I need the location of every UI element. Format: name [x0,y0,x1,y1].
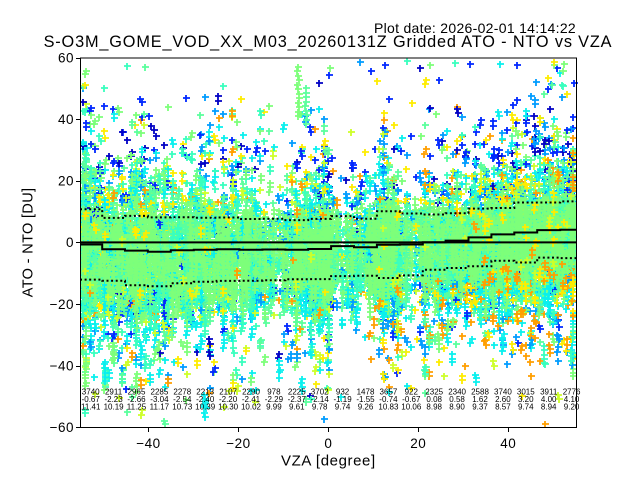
svg-text:11.17: 11.17 [150,403,170,412]
svg-text:-2.20: -2.20 [219,395,238,404]
svg-text:9.61: 9.61 [289,403,305,412]
svg-text:-0.67: -0.67 [82,395,101,404]
svg-text:20: 20 [58,174,74,189]
svg-text:10.02: 10.02 [241,403,262,412]
svg-text:4.10: 4.10 [564,395,580,404]
svg-text:0: 0 [66,235,74,250]
svg-text:60: 60 [58,50,74,65]
svg-text:978: 978 [267,388,281,397]
svg-text:2965: 2965 [128,388,146,397]
svg-text:-1.19: -1.19 [333,395,352,404]
svg-text:8.90: 8.90 [449,403,465,412]
svg-text:2225: 2225 [288,388,306,397]
svg-text:2776: 2776 [563,388,581,397]
svg-text:2213: 2213 [196,388,214,397]
svg-text:3.20: 3.20 [518,395,534,404]
svg-text:9.37: 9.37 [472,403,488,412]
svg-text:-2.41: -2.41 [242,395,261,404]
svg-text:VZA [degree]: VZA [degree] [281,453,376,470]
svg-text:3911: 3911 [540,388,558,397]
svg-text:2911: 2911 [105,388,123,397]
svg-text:−40: −40 [136,436,160,451]
svg-text:-0.67: -0.67 [402,395,421,404]
svg-text:11.41: 11.41 [81,403,101,412]
svg-text:4.00: 4.00 [541,395,557,404]
svg-text:0.58: 0.58 [449,395,465,404]
svg-text:0: 0 [324,436,332,451]
svg-text:10.30: 10.30 [218,403,239,412]
svg-text:2285: 2285 [151,388,169,397]
svg-text:3740: 3740 [494,388,512,397]
svg-text:3740: 3740 [82,388,100,397]
svg-text:20: 20 [410,436,426,451]
svg-text:40: 40 [58,112,74,127]
svg-text:40: 40 [500,436,516,451]
svg-text:3702: 3702 [311,388,329,397]
svg-text:1.62: 1.62 [472,395,488,404]
svg-text:-2.37: -2.37 [288,395,307,404]
svg-text:10.39: 10.39 [195,403,216,412]
svg-text:2.60: 2.60 [495,395,511,404]
svg-text:8.94: 8.94 [541,403,557,412]
svg-text:Plot date: 2026-02-01 14:14:22: Plot date: 2026-02-01 14:14:22 [374,20,576,36]
svg-text:0.08: 0.08 [426,395,442,404]
svg-text:-0.74: -0.74 [379,395,398,404]
svg-text:932: 932 [336,388,350,397]
svg-text:10.83: 10.83 [378,403,399,412]
svg-text:S-O3M_GOME_VOD_XX_M03_20260131: S-O3M_GOME_VOD_XX_M03_20260131Z Gridded … [44,33,613,51]
svg-text:8.98: 8.98 [426,403,442,412]
svg-text:10.06: 10.06 [401,403,422,412]
svg-text:9.78: 9.78 [312,403,328,412]
svg-text:2340: 2340 [448,388,466,397]
svg-text:2588: 2588 [471,388,489,397]
svg-text:8.57: 8.57 [495,403,511,412]
svg-text:-1.55: -1.55 [356,395,375,404]
svg-text:−40: −40 [50,358,74,373]
svg-text:10.19: 10.19 [104,403,125,412]
svg-text:2278: 2278 [173,388,191,397]
svg-text:9.26: 9.26 [358,403,374,412]
svg-text:2107: 2107 [219,388,237,397]
svg-text:1478: 1478 [357,388,375,397]
svg-text:−20: −20 [50,297,74,312]
svg-text:11.25: 11.25 [127,403,147,412]
svg-text:−60: −60 [50,420,74,435]
svg-text:9.99: 9.99 [266,403,282,412]
svg-text:2290: 2290 [242,388,260,397]
svg-text:-2.14: -2.14 [311,395,330,404]
svg-text:-2.40: -2.40 [196,395,215,404]
svg-text:3657: 3657 [380,388,398,397]
svg-text:9.74: 9.74 [518,403,534,412]
svg-text:9.20: 9.20 [564,403,580,412]
svg-text:3015: 3015 [517,388,535,397]
svg-text:2325: 2325 [425,388,443,397]
svg-text:-3.04: -3.04 [150,395,169,404]
svg-text:10.73: 10.73 [172,403,193,412]
svg-text:922: 922 [405,388,419,397]
svg-text:9.74: 9.74 [335,403,351,412]
svg-text:-2.29: -2.29 [265,395,284,404]
svg-text:ATO - NTO [DU]: ATO - NTO [DU] [21,188,37,298]
svg-text:−20: −20 [226,436,250,451]
svg-text:-2.54: -2.54 [173,395,192,404]
svg-text:-2.66: -2.66 [127,395,146,404]
svg-text:-2.23: -2.23 [104,395,123,404]
